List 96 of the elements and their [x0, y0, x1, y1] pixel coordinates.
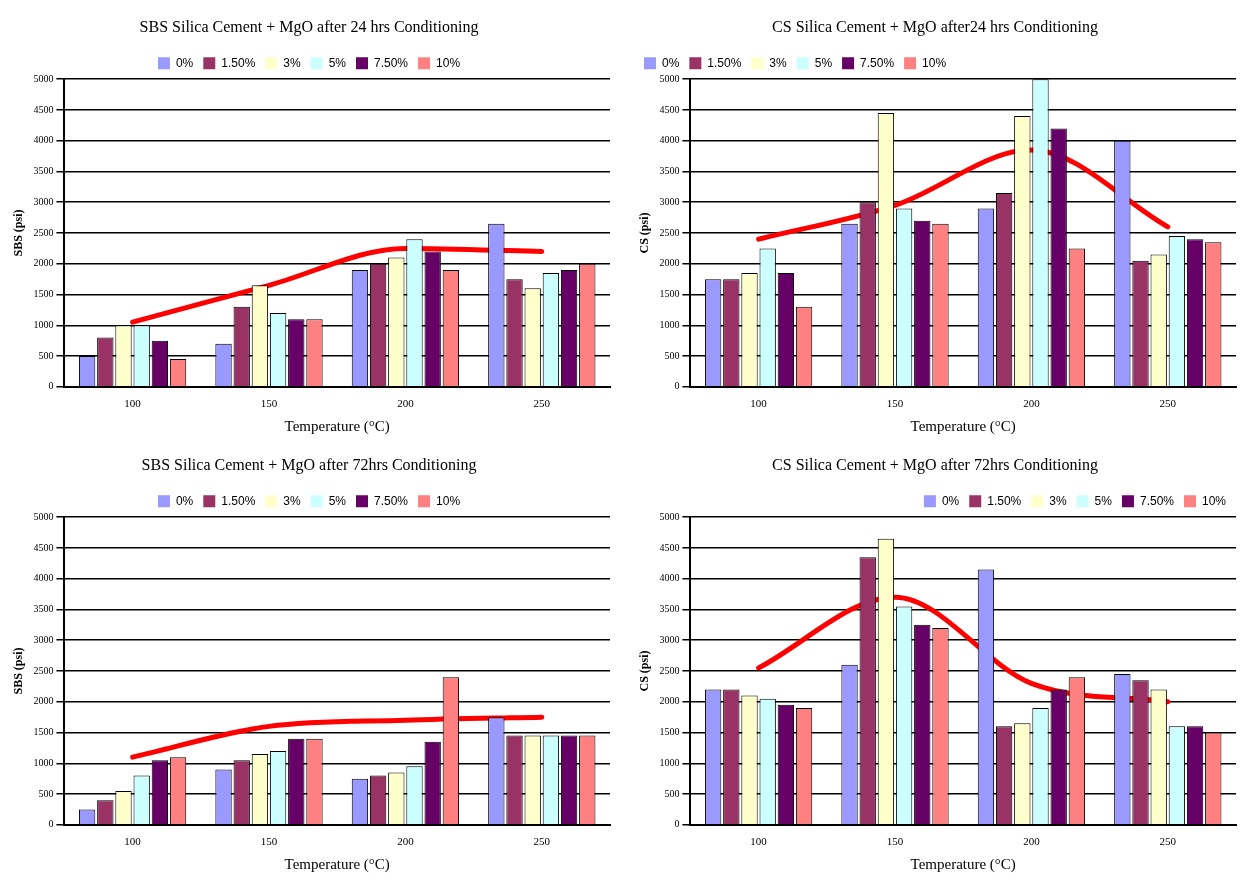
x-tick-label: 150: [260, 397, 278, 410]
x-tick-label: 100: [750, 397, 768, 410]
y-tick-label: 0: [48, 380, 54, 392]
legend-label: 3%: [283, 55, 301, 70]
y-tick-label: 2500: [33, 664, 54, 676]
legend-label: 7.50%: [860, 55, 895, 70]
legend-label: 3%: [769, 55, 788, 70]
y-tick-label: 4500: [659, 541, 680, 553]
y-tick-label: 3000: [33, 633, 54, 645]
y-tick-label: 5000: [659, 510, 680, 522]
y-tick-label: 4000: [659, 134, 680, 146]
legend-label: 0%: [662, 55, 680, 70]
legend-label: 10%: [436, 493, 461, 508]
x-tick-label: 200: [1023, 397, 1041, 410]
y-tick-label: 4500: [33, 541, 54, 553]
chart-title: SBS Silica Cement + MgO after 24 hrs Conditioning: [139, 17, 479, 36]
legend-label: 0%: [941, 493, 960, 508]
x-tick-label: 100: [124, 397, 142, 410]
legend-label: 5%: [1094, 493, 1113, 508]
y-axis-title: SBS (psi): [11, 209, 26, 257]
x-axis-title: Temperature (°C): [910, 417, 1016, 435]
x-axis-title: Temperature (°C): [284, 417, 390, 435]
legend-label: 1.50%: [707, 55, 742, 70]
y-tick-label: 2000: [659, 257, 680, 269]
x-tick-label: 200: [397, 397, 415, 410]
x-tick-label: 100: [124, 835, 142, 848]
x-tick-label: 250: [533, 397, 551, 410]
y-tick-label: 1500: [659, 288, 680, 300]
legend-label: 7.50%: [374, 55, 409, 70]
x-tick-label: 250: [1159, 835, 1177, 848]
legend-label: 7.50%: [1139, 493, 1175, 508]
legend-label: 5%: [328, 493, 347, 508]
chart-title: SBS Silica Cement + MgO after 72hrs Conditioning: [141, 455, 477, 474]
y-tick-label: 1000: [33, 756, 54, 768]
x-tick-label: 150: [886, 397, 904, 410]
x-tick-label: 100: [750, 835, 768, 848]
x-tick-label: 250: [1159, 397, 1177, 410]
y-axis-title: CS (psi): [637, 212, 652, 254]
legend-label: 3%: [1049, 493, 1067, 508]
legend-label: 10%: [922, 55, 947, 70]
x-axis-title: Temperature (°C): [910, 855, 1016, 873]
y-tick-label: 5000: [659, 72, 680, 84]
legend-label: 1.50%: [221, 493, 256, 508]
y-tick-label: 500: [38, 787, 54, 799]
y-tick-label: 1500: [33, 288, 54, 300]
y-tick-label: 1500: [659, 726, 680, 738]
x-tick-label: 150: [260, 835, 278, 848]
y-tick-label: 4500: [33, 103, 54, 115]
y-tick-label: 5000: [33, 72, 54, 84]
x-tick-label: 150: [886, 835, 904, 848]
y-tick-label: 3000: [659, 195, 680, 207]
y-tick-label: 500: [664, 349, 680, 361]
y-tick-label: 4000: [33, 572, 54, 584]
y-tick-label: 1500: [33, 726, 54, 738]
y-tick-label: 2000: [33, 695, 54, 707]
y-tick-label: 3000: [659, 633, 680, 645]
legend-label: 10%: [436, 55, 461, 70]
y-tick-label: 3500: [33, 165, 54, 177]
chart-title: CS Silica Cement + MgO after24 hrs Conditioning: [772, 17, 1098, 36]
y-tick-label: 2000: [33, 257, 54, 269]
legend-label: 0%: [175, 493, 194, 508]
y-tick-label: 3500: [33, 603, 54, 615]
y-tick-label: 4500: [659, 103, 680, 115]
y-tick-label: 2000: [659, 695, 680, 707]
y-tick-label: 5000: [33, 510, 54, 522]
x-tick-label: 200: [397, 835, 415, 848]
y-tick-label: 0: [674, 380, 680, 392]
x-tick-label: 250: [533, 835, 551, 848]
y-tick-label: 2500: [659, 226, 680, 238]
x-tick-label: 200: [1023, 835, 1041, 848]
y-tick-label: 1000: [659, 318, 680, 330]
legend-label: 10%: [1201, 493, 1227, 508]
y-tick-label: 1000: [659, 756, 680, 768]
chart-title: CS Silica Cement + MgO after 72hrs Conditioning: [772, 455, 1098, 474]
legend-label: 1.50%: [987, 493, 1022, 508]
x-axis-title: Temperature (°C): [284, 855, 390, 873]
y-tick-label: 0: [674, 818, 680, 830]
y-tick-label: 500: [38, 349, 54, 361]
y-tick-label: 4000: [659, 572, 680, 584]
legend-label: 0%: [175, 55, 194, 70]
y-axis-title: CS (psi): [637, 650, 652, 692]
y-tick-label: 2500: [659, 664, 680, 676]
y-tick-label: 4000: [33, 134, 54, 146]
legend-label: 5%: [328, 55, 347, 70]
legend-label: 5%: [814, 55, 833, 70]
y-tick-label: 500: [664, 787, 680, 799]
y-tick-label: 3500: [659, 603, 680, 615]
y-tick-label: 0: [48, 818, 54, 830]
y-tick-label: 2500: [33, 226, 54, 238]
legend-label: 3%: [283, 493, 301, 508]
y-axis-title: SBS (psi): [11, 647, 26, 695]
legend-label: 1.50%: [221, 55, 256, 70]
y-tick-label: 3000: [33, 195, 54, 207]
y-tick-label: 3500: [659, 165, 680, 177]
legend-label: 7.50%: [374, 493, 409, 508]
y-tick-label: 1000: [33, 318, 54, 330]
